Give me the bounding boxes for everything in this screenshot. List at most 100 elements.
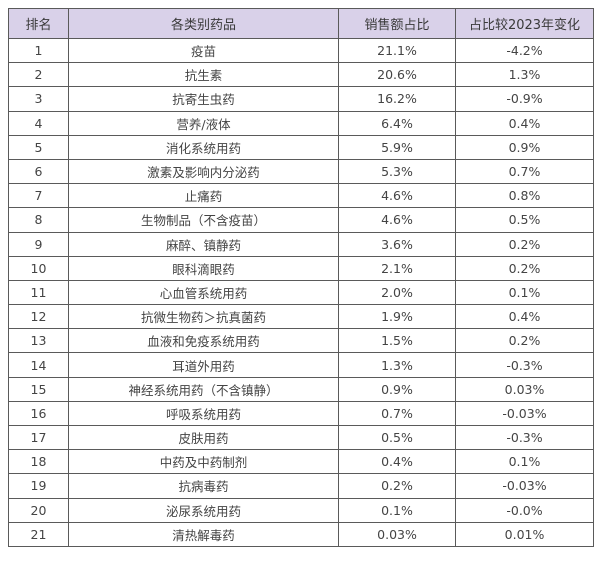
table-row: 17 皮肤用药 0.5% -0.3% (8, 424, 594, 451)
cell-rank: 8 (8, 207, 69, 233)
cell-share: 21.1% (338, 37, 456, 64)
cell-share: 1.5% (338, 328, 456, 354)
cell-rank: 14 (8, 352, 69, 378)
table-row: 10 眼科滴眼药 2.1% 0.2% (8, 255, 594, 281)
cell-change: -0.3% (455, 424, 594, 451)
cell-category: 眼科滴眼药 (68, 255, 339, 281)
table-row: 8 生物制品（不含疫苗） 4.6% 0.5% (8, 207, 594, 233)
cell-share: 0.4% (338, 449, 456, 475)
cell-share: 4.6% (338, 207, 456, 233)
drug-sales-ranking-table: 排名 各类别药品 销售额占比 占比较2023年变化 1 疫苗 21.1% -4.2% 2… (8, 8, 594, 547)
cell-share: 4.6% (338, 183, 456, 209)
cell-change: 0.4% (455, 110, 594, 136)
table-row: 16 呼吸系统用药 0.7% -0.03% (8, 400, 594, 427)
cell-rank: 4 (8, 110, 69, 136)
cell-category: 心血管系统用药 (68, 279, 339, 306)
cell-category: 抗生素 (68, 62, 339, 88)
ranking-table-container: 排名 各类别药品 销售额占比 占比较2023年变化 1 疫苗 21.1% -4.2% 2… (8, 8, 594, 547)
header-change: 占比较2023年变化 (455, 8, 594, 39)
header-rank: 排名 (8, 8, 69, 39)
cell-category: 抗寄生虫药 (68, 86, 339, 112)
cell-change: 1.3% (455, 62, 594, 88)
cell-category: 神经系统用药（不含镇静） (68, 376, 339, 402)
cell-change: 0.2% (455, 231, 594, 257)
table-header-row: 排名 各类别药品 销售额占比 占比较2023年变化 (8, 8, 594, 39)
cell-change: 0.4% (455, 304, 594, 330)
cell-share: 2.0% (338, 279, 456, 306)
cell-category: 血液和免疫系统用药 (68, 328, 339, 354)
cell-share: 5.9% (338, 134, 456, 160)
cell-rank: 19 (8, 473, 69, 499)
table-row: 2 抗生素 20.6% 1.3% (8, 62, 594, 88)
cell-share: 2.1% (338, 255, 456, 281)
table-row: 13 血液和免疫系统用药 1.5% 0.2% (8, 328, 594, 354)
cell-change: 0.7% (455, 158, 594, 185)
cell-category: 泌尿系统用药 (68, 497, 339, 523)
table-row: 21 清热解毒药 0.03% 0.01% (8, 521, 594, 547)
table-row: 18 中药及中药制剂 0.4% 0.1% (8, 449, 594, 475)
cell-share: 5.3% (338, 158, 456, 185)
cell-category: 止痛药 (68, 183, 339, 209)
table-row: 12 抗微生物药＞抗真菌药 1.9% 0.4% (8, 304, 594, 330)
cell-change: 0.5% (455, 207, 594, 233)
cell-share: 0.9% (338, 376, 456, 402)
cell-category: 抗微生物药＞抗真菌药 (68, 304, 339, 330)
cell-change: 0.2% (455, 328, 594, 354)
cell-share: 1.9% (338, 304, 456, 330)
cell-rank: 7 (8, 183, 69, 209)
cell-rank: 6 (8, 158, 69, 185)
header-category: 各类别药品 (68, 8, 339, 39)
cell-rank: 5 (8, 134, 69, 160)
cell-rank: 12 (8, 304, 69, 330)
cell-category: 疫苗 (68, 37, 339, 64)
table-row: 7 止痛药 4.6% 0.8% (8, 183, 594, 209)
table-row: 15 神经系统用药（不含镇静） 0.9% 0.03% (8, 376, 594, 402)
cell-rank: 1 (8, 37, 69, 64)
cell-change: -0.03% (455, 400, 594, 427)
cell-share: 0.5% (338, 424, 456, 451)
cell-category: 抗病毒药 (68, 473, 339, 499)
cell-category: 呼吸系统用药 (68, 400, 339, 427)
table-row: 3 抗寄生虫药 16.2% -0.9% (8, 86, 594, 112)
cell-category: 麻醉、镇静药 (68, 231, 339, 257)
cell-category: 皮肤用药 (68, 424, 339, 451)
cell-change: -4.2% (455, 37, 594, 64)
cell-category: 营养/液体 (68, 110, 339, 136)
table-row: 19 抗病毒药 0.2% -0.03% (8, 473, 594, 499)
cell-rank: 18 (8, 449, 69, 475)
cell-share: 0.7% (338, 400, 456, 427)
cell-share: 0.03% (338, 521, 456, 547)
cell-share: 20.6% (338, 62, 456, 88)
table-row: 4 营养/液体 6.4% 0.4% (8, 110, 594, 136)
cell-rank: 2 (8, 62, 69, 88)
table-row: 1 疫苗 21.1% -4.2% (8, 37, 594, 64)
cell-change: 0.1% (455, 449, 594, 475)
cell-category: 中药及中药制剂 (68, 449, 339, 475)
cell-change: 0.8% (455, 183, 594, 209)
cell-share: 6.4% (338, 110, 456, 136)
table-row: 11 心血管系统用药 2.0% 0.1% (8, 279, 594, 306)
table-body: 1 疫苗 21.1% -4.2% 2 抗生素 20.6% 1.3% 3 抗寄生虫药 16.2% -0.… (8, 37, 594, 547)
cell-share: 3.6% (338, 231, 456, 257)
cell-change: 0.01% (455, 521, 594, 547)
cell-category: 生物制品（不含疫苗） (68, 207, 339, 233)
table-row: 14 耳道外用药 1.3% -0.3% (8, 352, 594, 378)
cell-rank: 11 (8, 279, 69, 306)
cell-rank: 9 (8, 231, 69, 257)
cell-rank: 17 (8, 424, 69, 451)
cell-share: 0.2% (338, 473, 456, 499)
cell-rank: 16 (8, 400, 69, 427)
cell-category: 消化系统用药 (68, 134, 339, 160)
cell-rank: 10 (8, 255, 69, 281)
cell-rank: 15 (8, 376, 69, 402)
cell-category: 激素及影响内分泌药 (68, 158, 339, 185)
cell-share: 1.3% (338, 352, 456, 378)
table-row: 20 泌尿系统用药 0.1% -0.0% (8, 497, 594, 523)
cell-change: 0.1% (455, 279, 594, 306)
table-row: 6 激素及影响内分泌药 5.3% 0.7% (8, 158, 594, 185)
table-row: 5 消化系统用药 5.9% 0.9% (8, 134, 594, 160)
cell-change: 0.2% (455, 255, 594, 281)
cell-change: -0.03% (455, 473, 594, 499)
cell-rank: 20 (8, 497, 69, 523)
cell-rank: 13 (8, 328, 69, 354)
